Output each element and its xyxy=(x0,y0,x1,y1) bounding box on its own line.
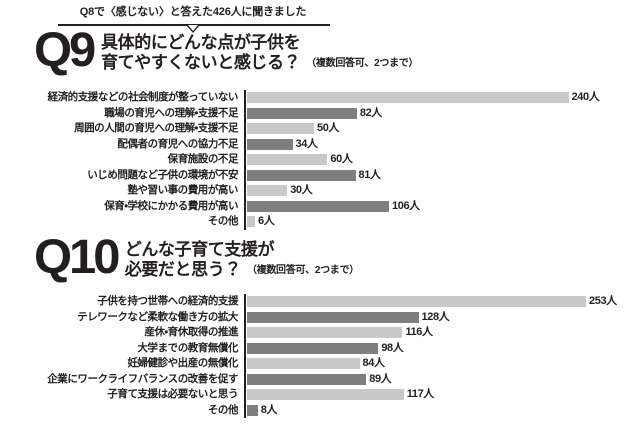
chart-bar xyxy=(247,107,357,119)
chart-bar xyxy=(247,216,256,227)
chart-bar-value: 6人 xyxy=(258,215,275,227)
chart-bar-value: 117人 xyxy=(406,388,435,400)
preamble-banner: Q8で〈感じない〉と答えた426人に聞きました xyxy=(68,5,318,19)
chart-row-label: テレワークなど柔軟な働き方の拡大 xyxy=(77,310,238,323)
chart-bar xyxy=(247,154,328,165)
question-note-q9: （複数回答可、2つまで） xyxy=(306,58,419,69)
chart-row-label: 配偶者の育児への協力不足 xyxy=(117,137,238,150)
chart-bar-value: 84人 xyxy=(362,357,385,369)
chart-bar-value: 8人 xyxy=(260,403,278,416)
chart-axis-line xyxy=(244,294,246,418)
chart-row-label: 子育て支援は必要ないと思う xyxy=(107,388,238,400)
chart-row-label: その他 xyxy=(207,215,239,227)
question-title-line2-q10: 必要だと思う？ xyxy=(124,260,242,279)
question-heading-q10: Q10 どんな子育て支援が 必要だと思う？ （複数回答可、2つまで） xyxy=(0,231,640,284)
chart-bar-value: 50人 xyxy=(317,122,340,134)
chart-bar xyxy=(247,169,356,181)
chart-row: テレワークなど柔軟な働き方の拡大 128人 xyxy=(0,310,640,326)
chart-row-label: 産休・育休取得の推進 xyxy=(144,326,238,338)
question-note-q10: （複数回答可、2つまで） xyxy=(246,265,359,276)
chart-bar-value: 60人 xyxy=(330,153,353,165)
chart-row: 保育施設の不足 60人 xyxy=(0,152,640,168)
chart-bar xyxy=(247,200,390,212)
chart-row: 子供を持つ世帯への経済的支援 253人 xyxy=(0,294,640,310)
chart-row-label: 子供を持つ世帯への経済的支援 xyxy=(97,295,238,307)
chart-bar xyxy=(247,404,258,416)
chart-bar xyxy=(247,296,587,307)
chart-bar xyxy=(247,389,404,400)
chart-row-label: 妊婦健診や出産の無償化 xyxy=(127,357,238,369)
chart-row-label: 企業にワークライフバランスの改善を促す xyxy=(47,372,238,385)
chart-row-label: その他 xyxy=(207,403,239,416)
chart-row-label: 経済的支援などの社会制度が整っていない xyxy=(47,91,239,103)
chart-row: 塾や習い事の費用が高い 30人 xyxy=(0,183,640,199)
down-arrow-icon xyxy=(186,25,200,33)
chart-row: 配偶者の育児への協力不足 34人 xyxy=(0,137,640,153)
chart-bar-value: 116人 xyxy=(405,326,433,338)
chart-bar-value: 30人 xyxy=(290,184,313,196)
chart-row-label: 保育施設の不足 xyxy=(167,153,239,165)
chart-bar-value: 253人 xyxy=(589,295,617,307)
chart-row-label: 塾や習い事の費用が高い xyxy=(127,184,238,196)
question-title-line1-q10: どんな子育て支援が xyxy=(124,240,275,259)
chart-row: 企業にワークライフバランスの改善を促す 89人 xyxy=(0,372,640,388)
chart-bar xyxy=(247,185,288,196)
chart-bar xyxy=(247,92,569,103)
chart-bar-value: 98人 xyxy=(381,341,404,354)
preamble-text: Q8で〈感じない〉と答えた426人に聞きました xyxy=(79,6,307,18)
question-title-line1-q9: 具体的にどんな点が子供を xyxy=(101,33,301,52)
question-title-line2-q9: 育てやすくないと感じる？ xyxy=(101,53,301,72)
chart-row-label: 大学までの教育無償化 xyxy=(137,341,239,354)
chart-bar-value: 34人 xyxy=(295,137,318,150)
chart-bar-value: 128人 xyxy=(421,310,450,323)
chart-bar xyxy=(247,327,403,338)
question-number-q10: Q10 xyxy=(34,231,120,284)
chart-bar xyxy=(247,138,293,150)
question-number-q9: Q9 xyxy=(34,24,96,77)
chart-axis-line xyxy=(244,90,246,230)
question-heading-q9: Q9 具体的にどんな点が子供を 育てやすくないと感じる？ （複数回答可、2つまで） xyxy=(0,24,640,77)
chart-row-label: 周囲の人間の育児への理解・支援不足 xyxy=(74,122,238,134)
chart-row: 妊婦健診や出産の無償化 84人 xyxy=(0,356,640,372)
chart-bar-value: 240人 xyxy=(571,91,600,103)
chart-bar-value: 89人 xyxy=(369,372,392,385)
chart-bar xyxy=(247,342,379,354)
chart-row: 周囲の人間の育児への理解・支援不足 50人 xyxy=(0,121,640,137)
chart-row: 保育・学校にかかる費用が高い 106人 xyxy=(0,199,640,215)
chart-row-label: 職場の育児への理解・支援不足 xyxy=(104,106,238,119)
chart-row: 産休・育休取得の推進 116人 xyxy=(0,325,640,341)
chart-row: その他 8人 xyxy=(0,403,640,419)
chart-bar xyxy=(247,311,419,323)
chart-row: 大学までの教育無償化 98人 xyxy=(0,341,640,357)
chart-bar-value: 81人 xyxy=(358,168,381,181)
chart-row: 職場の育児への理解・支援不足 82人 xyxy=(0,106,640,122)
chart-row: いじめ問題など子供の環境が不安 81人 xyxy=(0,168,640,184)
chart-row: 子育て支援は必要ないと思う 117人 xyxy=(0,387,640,403)
chart-row: その他 6人 xyxy=(0,214,640,230)
chart-bar xyxy=(247,358,360,369)
chart-row-label: 保育・学校にかかる費用が高い xyxy=(104,199,238,212)
chart-bar-value: 82人 xyxy=(359,106,382,119)
chart-bar xyxy=(247,373,367,385)
chart-bar xyxy=(247,123,314,134)
chart-bar-value: 106人 xyxy=(392,199,420,212)
chart-row: 経済的支援などの社会制度が整っていない 240人 xyxy=(0,90,640,106)
chart-row-label: いじめ問題など子供の環境が不安 xyxy=(87,168,238,181)
